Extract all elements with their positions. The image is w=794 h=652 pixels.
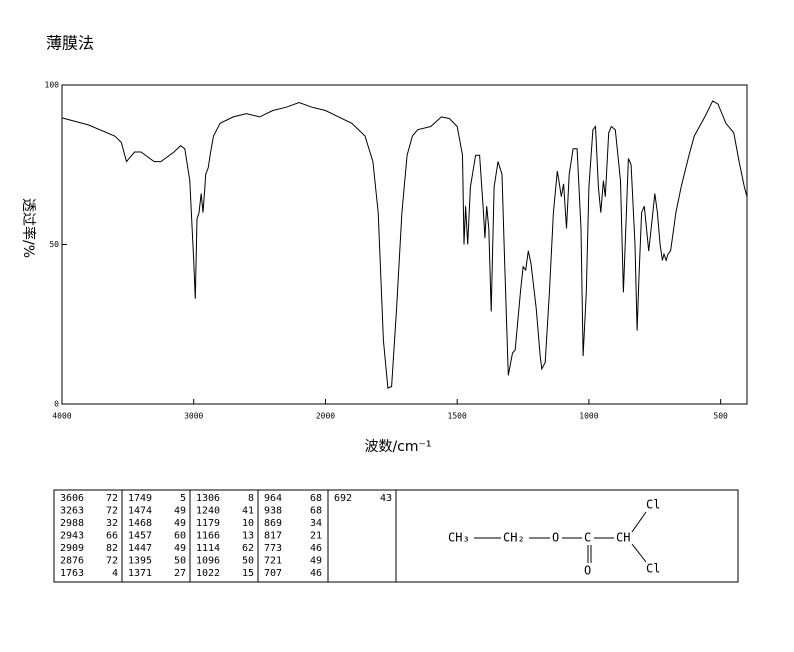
peak-wavenumber: 1114	[196, 543, 220, 554]
peak-transmittance: 82	[106, 543, 118, 554]
peak-transmittance: 15	[242, 568, 254, 579]
x-axis-label: 波数/cm⁻¹	[364, 439, 431, 455]
peak-transmittance: 50	[174, 556, 186, 567]
chart-title: 薄膜法	[46, 34, 94, 53]
atom: Cl	[646, 562, 660, 576]
atom: CH	[616, 531, 630, 545]
peak-transmittance: 46	[310, 568, 322, 579]
peak-wavenumber: 3263	[60, 506, 84, 517]
peak-wavenumber: 817	[264, 531, 282, 542]
peak-wavenumber: 1395	[128, 556, 152, 567]
peak-wavenumber: 1763	[60, 568, 84, 579]
peak-transmittance: 49	[174, 506, 186, 517]
peak-transmittance: 50	[242, 556, 254, 567]
x-tick-label: 500	[713, 412, 728, 421]
peak-transmittance: 72	[106, 506, 118, 517]
x-tick-label: 4000	[52, 412, 71, 421]
peak-wavenumber: 938	[264, 506, 282, 517]
peak-wavenumber: 1371	[128, 568, 152, 579]
bonds	[474, 511, 647, 563]
peak-wavenumber: 1166	[196, 531, 220, 542]
peak-transmittance: 43	[380, 493, 392, 504]
y-tick-label: 0	[54, 400, 59, 409]
peak-transmittance: 49	[174, 518, 186, 529]
peak-wavenumber: 707	[264, 568, 282, 579]
table-dividers	[121, 490, 397, 582]
peak-wavenumber: 2909	[60, 543, 84, 554]
peak-transmittance: 8	[248, 493, 254, 504]
peak-transmittance: 27	[174, 568, 186, 579]
atom: O	[552, 531, 559, 545]
peak-wavenumber: 1447	[128, 543, 152, 554]
peak-transmittance: 66	[106, 531, 118, 542]
peak-wavenumber: 2943	[60, 531, 84, 542]
peak-wavenumber: 721	[264, 556, 282, 567]
peak-wavenumber: 1468	[128, 518, 152, 529]
peak-transmittance: 13	[242, 531, 254, 542]
atom: CH₃	[448, 531, 470, 545]
peak-transmittance: 49	[174, 543, 186, 554]
x-tick-label: 1000	[579, 412, 598, 421]
atom: CH₂	[503, 531, 525, 545]
spectrum-line	[61, 100, 748, 389]
peak-transmittance: 41	[242, 506, 254, 517]
peak-wavenumber: 692	[334, 493, 352, 504]
peak-transmittance: 34	[310, 518, 322, 529]
peak-wavenumber: 3606	[60, 493, 84, 504]
x-tick-label: 3000	[184, 412, 203, 421]
peak-transmittance: 68	[310, 506, 322, 517]
plot-frame	[61, 84, 748, 405]
peak-wavenumber: 2876	[60, 556, 84, 567]
peak-wavenumber: 2988	[60, 518, 84, 529]
y-axis-label: 透过率/%	[20, 198, 37, 258]
peak-transmittance: 62	[242, 543, 254, 554]
peak-transmittance: 4	[112, 568, 118, 579]
atom: Cl	[646, 498, 660, 512]
y-tick-label: 50	[49, 240, 59, 249]
atom: C	[584, 531, 591, 545]
peak-transmittance: 72	[106, 556, 118, 567]
peak-transmittance: 68	[310, 493, 322, 504]
atom: O	[584, 564, 591, 578]
peak-wavenumber: 964	[264, 493, 282, 504]
peak-transmittance: 46	[310, 543, 322, 554]
peak-transmittance: 49	[310, 556, 322, 567]
peak-wavenumber: 1474	[128, 506, 152, 517]
peak-wavenumber: 1749	[128, 493, 152, 504]
peak-transmittance: 5	[180, 493, 186, 504]
peak-wavenumber: 1179	[196, 518, 220, 529]
peak-wavenumber: 1240	[196, 506, 220, 517]
peak-transmittance: 72	[106, 493, 118, 504]
peak-wavenumber: 1306	[196, 493, 220, 504]
peak-wavenumber: 1096	[196, 556, 220, 567]
peak-transmittance: 60	[174, 531, 186, 542]
peak-wavenumber: 1457	[128, 531, 152, 542]
x-tick-label: 1500	[448, 412, 467, 421]
peak-transmittance: 10	[242, 518, 254, 529]
peak-transmittance: 32	[106, 518, 118, 529]
peak-wavenumber: 773	[264, 543, 282, 554]
peak-transmittance: 21	[310, 531, 322, 542]
peak-wavenumber: 1022	[196, 568, 220, 579]
x-tick-label: 2000	[316, 412, 335, 421]
structure: CH₃ CH₂ O C CH Cl Cl O	[448, 498, 660, 578]
peak-wavenumber: 869	[264, 518, 282, 529]
y-tick-label: 100	[45, 81, 60, 90]
